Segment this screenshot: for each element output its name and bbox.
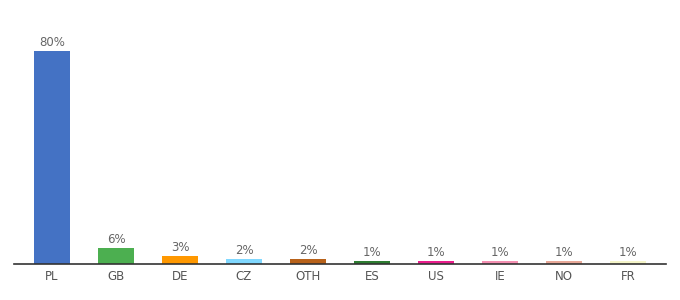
- Text: 1%: 1%: [362, 246, 381, 259]
- Text: 6%: 6%: [107, 233, 125, 246]
- Bar: [418, 261, 454, 264]
- Bar: [226, 259, 262, 264]
- Text: 2%: 2%: [299, 244, 318, 256]
- Text: 1%: 1%: [426, 246, 445, 259]
- Bar: [99, 248, 133, 264]
- Bar: [482, 261, 517, 264]
- Bar: [290, 259, 326, 264]
- Bar: [163, 256, 198, 264]
- Text: 1%: 1%: [619, 246, 637, 259]
- Text: 3%: 3%: [171, 241, 189, 254]
- Text: 80%: 80%: [39, 35, 65, 49]
- Bar: [547, 261, 581, 264]
- Bar: [354, 261, 390, 264]
- Bar: [35, 51, 69, 264]
- Text: 1%: 1%: [555, 246, 573, 259]
- Text: 2%: 2%: [235, 244, 254, 256]
- Text: 1%: 1%: [491, 246, 509, 259]
- Bar: [611, 261, 645, 264]
